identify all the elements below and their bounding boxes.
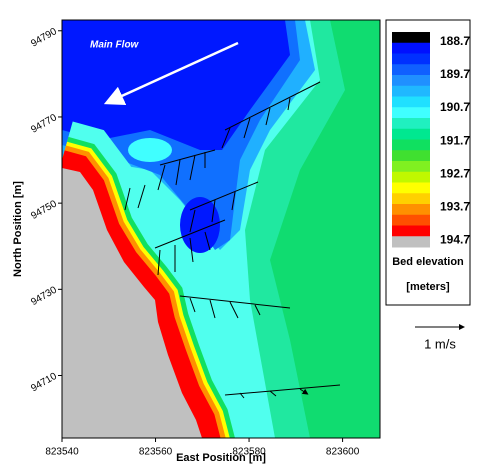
y-axis-label: North Position [m]	[12, 181, 24, 277]
colorbar-swatch	[392, 193, 430, 205]
colorbar-swatch	[392, 107, 430, 119]
colorbar-tick-label: 193.7	[440, 199, 470, 213]
colorbar-tick-label: 190.7	[440, 100, 470, 114]
colorbar-tick-label: 191.7	[440, 133, 470, 147]
colorbar-swatch	[392, 214, 430, 226]
colorbar-swatch	[392, 118, 430, 130]
x-tick-label: 823560	[139, 447, 173, 458]
annotation: Main Flow	[90, 40, 140, 51]
y-tick-label: 94790	[29, 26, 59, 50]
colorbar-tick-label: 194.7	[440, 233, 470, 247]
colorbar-swatch	[392, 128, 430, 140]
contour-field	[62, 20, 380, 438]
y-tick-label: 94710	[29, 371, 59, 395]
colorbar-swatch	[392, 182, 430, 194]
colorbar-tick-label: 189.7	[440, 67, 470, 81]
colorbar-swatch	[392, 236, 430, 248]
colorbar-swatch	[392, 96, 430, 108]
colorbar-swatch	[392, 204, 430, 216]
x-axis-label: East Position [m]	[176, 452, 266, 464]
colorbar-swatch	[392, 171, 430, 183]
colorbar-swatch	[392, 32, 430, 44]
colorbar-swatch	[392, 64, 430, 76]
colorbar-swatch	[392, 150, 430, 162]
x-tick-label: 823540	[45, 447, 79, 458]
plot-frame	[61, 19, 381, 439]
colorbar-swatch	[392, 161, 430, 173]
scale-label: 1 m/s	[424, 336, 456, 351]
y-tick-label: 94770	[29, 112, 59, 136]
y-tick-label: 94750	[29, 198, 59, 222]
y-tick-label: 94730	[29, 284, 59, 308]
colorbar-units: [meters]	[406, 281, 450, 293]
colorbar-title: Bed elevation	[392, 256, 464, 268]
colorbar-swatch	[392, 225, 430, 237]
colorbar-swatch	[392, 85, 430, 97]
x-tick-label: 823600	[326, 447, 360, 458]
colorbar-swatch	[392, 139, 430, 151]
colorbar-swatch	[392, 53, 430, 65]
colorbar-swatch	[392, 42, 430, 54]
colorbar-tick-label: 188.7	[440, 34, 470, 48]
colorbar-tick-label: 192.7	[440, 166, 470, 180]
x-tick-label: 823580	[232, 447, 266, 458]
colorbar-swatch	[392, 75, 430, 87]
